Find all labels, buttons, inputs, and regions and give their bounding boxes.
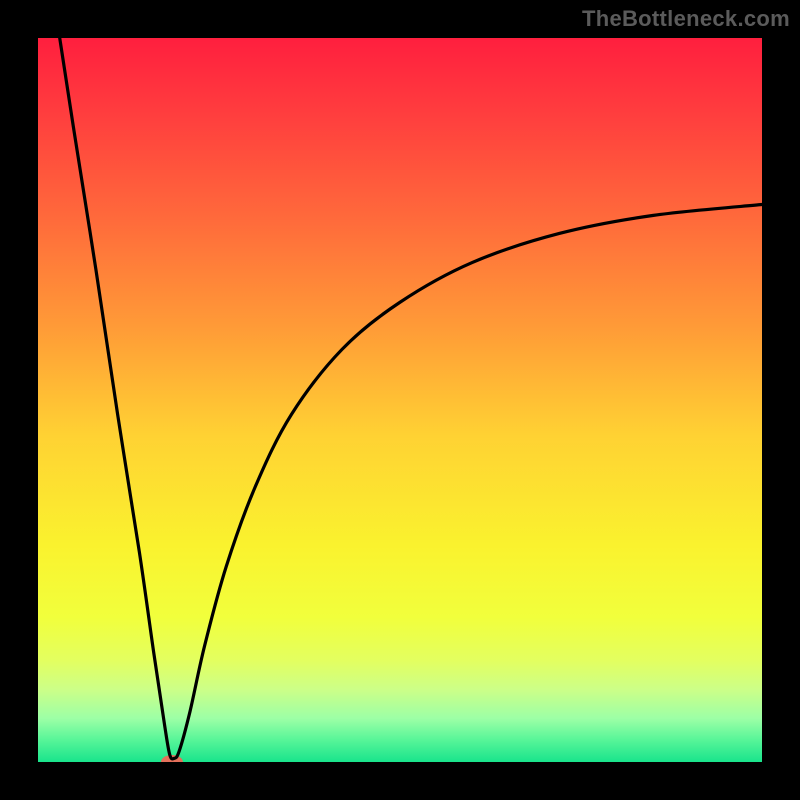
chart-svg [0, 0, 800, 800]
chart-background [38, 38, 762, 762]
watermark-text: TheBottleneck.com [582, 6, 790, 32]
bottleneck-chart-frame: TheBottleneck.com [0, 0, 800, 800]
